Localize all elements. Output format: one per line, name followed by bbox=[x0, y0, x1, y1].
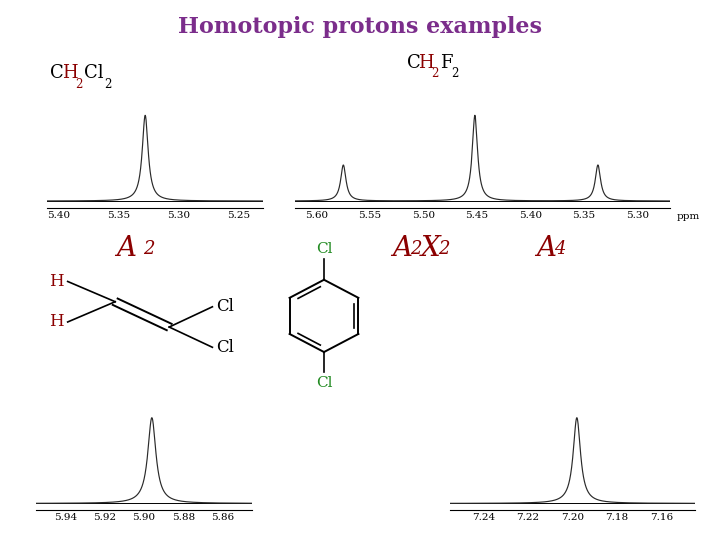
Text: 2: 2 bbox=[143, 240, 155, 258]
Text: Cl: Cl bbox=[316, 242, 332, 256]
Text: X: X bbox=[420, 235, 440, 262]
Text: 2: 2 bbox=[104, 78, 112, 91]
Text: A: A bbox=[392, 235, 413, 262]
Text: H: H bbox=[62, 64, 78, 82]
Text: Cl: Cl bbox=[216, 339, 233, 356]
Text: H: H bbox=[418, 53, 434, 71]
Text: Cl: Cl bbox=[84, 64, 103, 82]
Text: H: H bbox=[49, 314, 63, 330]
Text: 2: 2 bbox=[431, 67, 438, 80]
Text: Cl: Cl bbox=[216, 298, 233, 315]
Text: A: A bbox=[536, 235, 557, 262]
Text: ppm: ppm bbox=[677, 212, 701, 221]
Text: 2: 2 bbox=[410, 240, 421, 258]
Text: 2: 2 bbox=[438, 240, 449, 258]
Text: A: A bbox=[116, 235, 136, 262]
Text: C: C bbox=[407, 53, 420, 71]
Text: F: F bbox=[440, 53, 452, 71]
Text: 4: 4 bbox=[554, 240, 566, 258]
Text: 2: 2 bbox=[451, 67, 459, 80]
Text: Homotopic protons examples: Homotopic protons examples bbox=[178, 16, 542, 38]
Text: C: C bbox=[50, 64, 64, 82]
Text: H: H bbox=[49, 273, 63, 290]
Text: Cl: Cl bbox=[316, 376, 332, 389]
Text: 2: 2 bbox=[75, 78, 82, 91]
